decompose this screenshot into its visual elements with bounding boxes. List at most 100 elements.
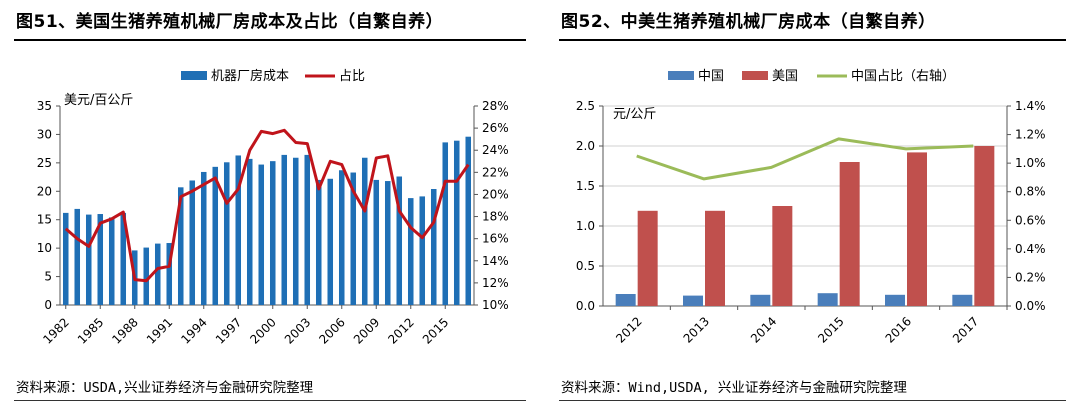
bar [327,178,334,305]
y-tick-label: 1.0 [576,219,595,233]
bar [396,176,403,305]
x-tick-label: 2012 [385,315,416,346]
y-tick-label: 0 [44,298,52,312]
y-tick-label: 0.0 [576,299,595,313]
bar [154,243,161,305]
x-tick-label: 1982 [40,315,71,346]
y-tick-label: 30 [37,127,52,141]
line-series-share [64,128,470,283]
bar [143,247,150,305]
bar [269,161,276,305]
bar [465,136,472,305]
bar [292,157,299,305]
bar [373,179,380,305]
bar [361,157,368,305]
bar-usa [637,210,658,306]
chart-panel-fig52: 图52、中美生猪养殖机械厂房成本（自繁自养） 0.0 0.5 1.0 1.5 2.0 2.… [545,0,1080,410]
x-tick-label: 2014 [748,314,779,345]
y2-tick-label: 1.2% [1015,128,1046,142]
y2-tick-label: 0.2% [1015,270,1046,284]
y-tick-label: 0.5 [576,259,595,273]
x-tick-label: 2013 [681,314,712,345]
bar [407,198,414,305]
bar [453,140,460,305]
y2-tick-label: 22% [482,165,509,179]
bar [212,166,219,305]
title-rule [559,39,1066,41]
y2-tick-label: 0.4% [1015,242,1046,256]
legend-label: 占比 [339,69,365,84]
x-tick-label: 2017 [950,314,981,345]
bar-china [615,294,636,306]
x-tick-label: 1994 [178,315,209,346]
bar [430,189,437,305]
bar-china [683,295,703,306]
legend-label: 机器厂房成本 [211,68,289,84]
bar-china [885,294,905,306]
legend-label: 中国占比（右轴） [851,69,955,84]
bar [338,170,345,305]
bar [419,196,426,305]
bar [281,154,288,305]
bar-usa [772,206,793,306]
x-tick-label: 2006 [316,315,347,346]
bar [85,214,92,305]
bar [200,171,207,305]
x-tick-label: 2003 [282,315,313,346]
bar-china [952,294,973,306]
bar [120,212,127,305]
bar [223,162,230,305]
x-tick-label: 1991 [144,315,175,346]
y-tick-label: 2.0 [576,139,595,153]
y-tick-label: 1.5 [576,179,595,193]
bar [258,164,265,305]
x-tick-label: 1997 [213,315,244,346]
y2-tick-label: 26% [482,121,509,135]
x-tick-label: 1985 [75,315,106,346]
y-tick-label: 25 [37,156,52,170]
x-tick-label: 2009 [351,315,382,346]
chart-fig51: 0 5 10 15 20 25 30 35 10% 12% 14% 16% 18% 20% 22% 24% 26… [37,68,509,347]
bar [74,208,81,305]
x-tick-label: 2015 [420,315,451,346]
figure-title: 图51、美国生猪养殖机械厂房成本及占比（自繁自养） [16,12,444,32]
bar-usa [907,152,927,306]
y2-tick-label: 1.0% [1015,156,1046,170]
bar [442,142,449,305]
y-tick-label: 20 [37,184,52,198]
legend-swatch-china [668,71,694,80]
y2-tick-label: 0.6% [1015,213,1046,227]
legend-label: 美国 [772,69,798,84]
legend-swatch-usa [742,71,768,80]
legend-swatch-bar [181,71,207,80]
x-tick-label: 2016 [883,314,914,345]
line-series-china-share [636,137,974,181]
source-rule [14,400,526,401]
x-tick-label: 2012 [613,314,644,345]
chart-fig52: 0.0 0.5 1.0 1.5 2.0 2.5 0.0% 0.2% 0.4% 0.6% 0.8% 1.… [576,69,1046,346]
y2-tick-label: 0.8% [1015,185,1046,199]
bar [350,172,357,305]
y2-tick-label: 16% [482,232,509,246]
chart-panel-fig51: 图51、美国生猪养殖机械厂房成本及占比（自繁自养） 0 5 10 15 20 25 30 35… [14,12,526,401]
bar [246,158,253,305]
bar-usa [974,146,995,306]
bar [304,154,311,305]
x-tick-label: 2000 [247,315,278,346]
legend-label: 中国 [698,69,724,84]
y2-tick-label: 0.0% [1015,299,1046,313]
bar [177,187,184,305]
source-note: 资料来源：Wind,USDA, 兴业证券经济与金融研究院整理 [561,380,907,396]
y-axis-label: 元/公斤 [613,107,656,122]
y-tick-label: 2.5 [576,99,595,113]
title-rule [14,39,526,41]
x-tick-label: 1988 [109,315,140,346]
y2-tick-label: 10% [482,298,509,312]
y2-tick-label: 14% [482,254,509,268]
bar [315,179,322,305]
figure-title: 图52、中美生猪养殖机械厂房成本（自繁自养） [561,12,936,32]
bar [166,243,173,305]
bar-china [750,294,771,306]
x-tick-label: 2015 [815,314,846,345]
y-tick-label: 35 [37,99,52,113]
